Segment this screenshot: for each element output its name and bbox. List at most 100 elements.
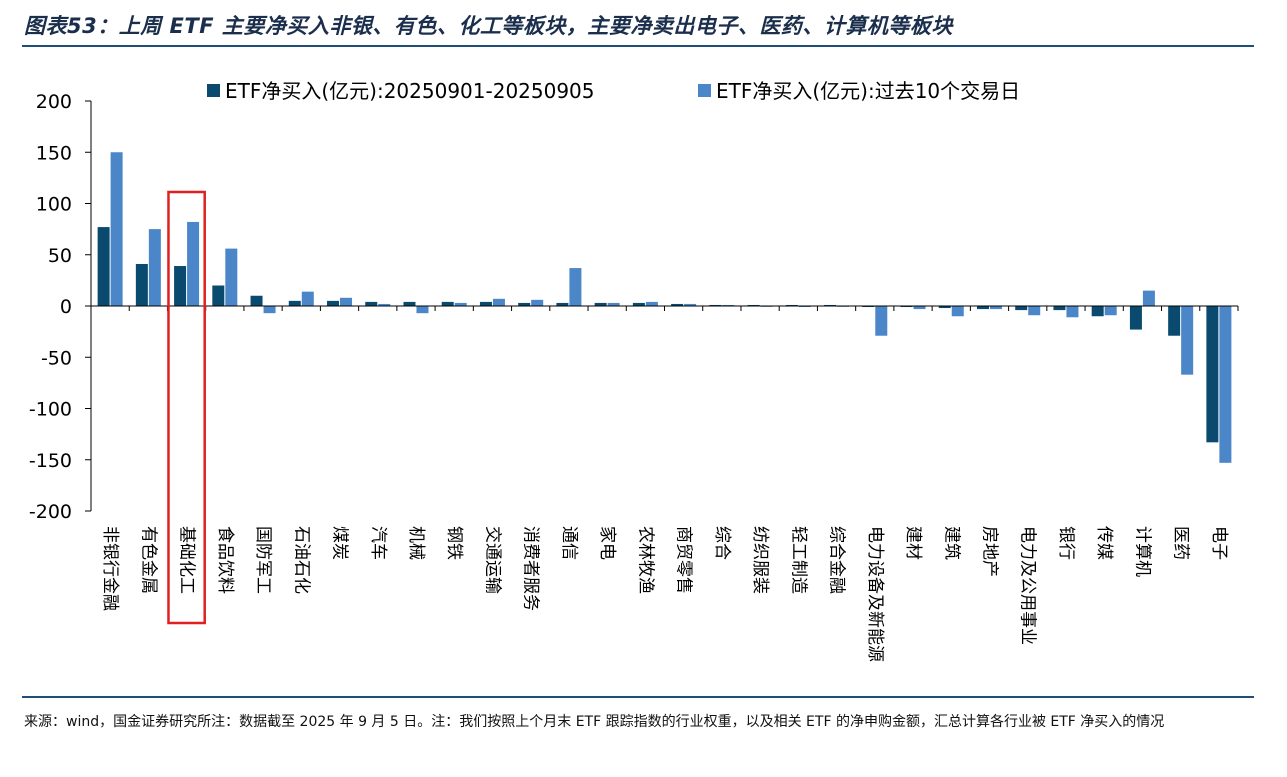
- source-note: 来源：wind，国金证券研究所注：数据截至 2025 年 9 月 5 日。注：我…: [24, 714, 1165, 730]
- bar-10d-14: [645, 301, 658, 306]
- bar-week-4: [250, 295, 263, 306]
- bar-week-18: [785, 304, 798, 306]
- bar-week-16: [709, 304, 722, 306]
- bar-10d-7: [378, 303, 391, 306]
- bar-week-14: [632, 302, 645, 306]
- legend-label: ETF净买入(亿元):过去10个交易日: [716, 79, 1020, 103]
- bar-week-10: [479, 301, 492, 306]
- bar-week-11: [518, 302, 531, 306]
- bar-10d-23: [989, 306, 1002, 310]
- bar-10d-6: [340, 297, 353, 306]
- figure-title: 图表53：上周 ETF 主要净买入非银、有色、化工等板块，主要净卖出电子、医药、…: [24, 14, 953, 38]
- category-label: 食品饮料: [215, 526, 235, 594]
- category-label: 煤炭: [330, 526, 350, 560]
- bar-week-5: [288, 300, 301, 306]
- y-tick-label: -50: [41, 347, 72, 369]
- category-label: 综合: [712, 526, 732, 560]
- category-label: 消费者服务: [521, 526, 541, 611]
- bar-week-7: [365, 301, 378, 306]
- bar-week-0: [97, 227, 110, 306]
- category-label: 交通运输: [482, 526, 502, 594]
- legend-swatch: [207, 84, 220, 97]
- bar-week-1: [135, 263, 148, 306]
- bar-week-24: [1015, 306, 1028, 311]
- category-label: 钢铁: [444, 526, 464, 560]
- bar-10d-10: [492, 298, 505, 306]
- legend-swatch: [698, 84, 711, 97]
- category-label: 电力设备及新能源: [865, 526, 885, 662]
- bar-10d-11: [531, 299, 544, 306]
- category-label: 家电: [597, 526, 617, 560]
- y-tick-label: -100: [29, 399, 72, 421]
- category-label: 石油石化: [291, 526, 311, 594]
- bar-week-6: [327, 300, 340, 306]
- category-label: 建筑: [941, 526, 961, 560]
- category-label: 有色金属: [138, 526, 158, 594]
- bar-10d-27: [1142, 290, 1155, 306]
- bar-10d-18: [798, 306, 811, 308]
- bar-10d-25: [1066, 306, 1079, 318]
- bar-week-12: [556, 302, 569, 306]
- bar-10d-2: [187, 221, 200, 306]
- y-tick-label: -150: [29, 450, 72, 472]
- category-label: 传媒: [1094, 526, 1114, 560]
- y-tick-label: 50: [48, 245, 72, 267]
- bar-10d-28: [1181, 306, 1194, 375]
- bar-week-19: [824, 304, 837, 306]
- bar-week-8: [403, 301, 416, 306]
- category-label: 银行: [1056, 526, 1076, 560]
- bar-10d-3: [225, 248, 238, 306]
- category-label: 通信: [559, 526, 579, 560]
- bar-10d-16: [722, 304, 735, 306]
- category-label: 机械: [406, 526, 426, 560]
- bar-10d-21: [913, 306, 926, 310]
- category-label: 房地产: [980, 526, 1000, 577]
- bar-10d-26: [1104, 306, 1117, 316]
- bar-10d-20: [875, 306, 888, 336]
- bar-week-21: [900, 306, 913, 308]
- bar-week-25: [1053, 306, 1066, 311]
- bar-week-17: [747, 304, 760, 306]
- bar-week-9: [441, 301, 454, 306]
- bar-10d-4: [263, 306, 276, 314]
- bar-week-20: [862, 306, 875, 308]
- bar-10d-24: [1028, 306, 1041, 316]
- bar-week-27: [1129, 306, 1142, 330]
- category-label: 商贸零售: [674, 526, 694, 594]
- category-label: 计算机: [1132, 526, 1152, 577]
- bar-chart: 200 150 100 50 0 -50 -100 -150 -200 非银行金融 有色金属 基础化工…: [29, 79, 1239, 662]
- y-tick-label: 200: [36, 91, 72, 113]
- category-label: 电力及公用事业: [1018, 526, 1038, 645]
- category-label: 汽车: [368, 526, 388, 560]
- highlight-box: [167, 190, 206, 625]
- bar-week-23: [976, 306, 989, 310]
- bar-week-29: [1206, 306, 1219, 443]
- category-label: 建材: [903, 526, 923, 560]
- bar-10d-9: [454, 302, 467, 306]
- category-label: 国防军工: [253, 526, 273, 594]
- category-label: 轻工制造: [788, 526, 808, 594]
- category-label: 综合金融: [827, 526, 847, 594]
- bar-week-15: [671, 303, 684, 306]
- legend-label: ETF净买入(亿元):20250901-20250905: [225, 79, 595, 103]
- bar-10d-0: [110, 152, 123, 306]
- bar-10d-29: [1219, 306, 1232, 463]
- bar-10d-5: [301, 291, 314, 306]
- category-label: 农林牧渔: [635, 526, 655, 594]
- bar-week-3: [212, 285, 225, 306]
- bar-week-22: [938, 306, 951, 309]
- bar-10d-1: [148, 229, 161, 306]
- category-label: 非银行金融: [100, 526, 120, 611]
- bar-10d-22: [951, 306, 964, 317]
- y-tick-label: 100: [36, 194, 72, 216]
- footer-divider: [22, 696, 1254, 698]
- bar-week-28: [1168, 306, 1181, 336]
- category-label: 纺织服装: [750, 526, 770, 594]
- category-label: 基础化工: [177, 526, 197, 594]
- y-tick-label: 150: [36, 142, 72, 164]
- bar-week-26: [1091, 306, 1104, 317]
- y-tick-label: -200: [29, 501, 72, 523]
- y-tick-label: 0: [60, 296, 72, 318]
- bar-week-2: [174, 266, 187, 306]
- bar-10d-15: [684, 303, 697, 306]
